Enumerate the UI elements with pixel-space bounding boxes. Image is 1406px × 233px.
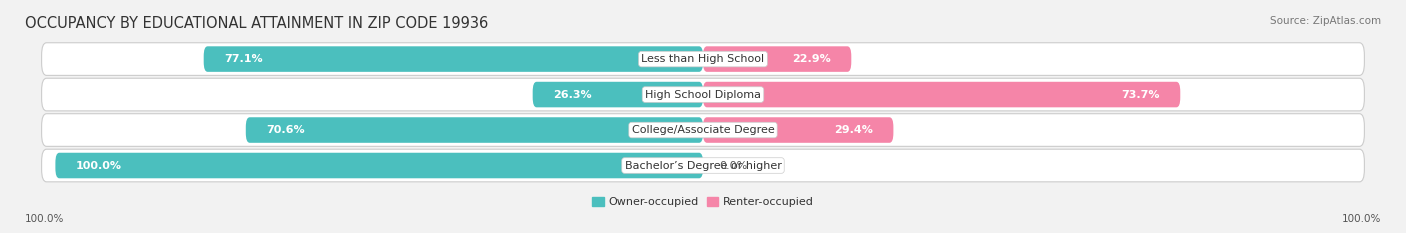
- FancyBboxPatch shape: [204, 46, 703, 72]
- Text: Bachelor’s Degree or higher: Bachelor’s Degree or higher: [624, 161, 782, 171]
- Text: 22.9%: 22.9%: [792, 54, 831, 64]
- Text: High School Diploma: High School Diploma: [645, 89, 761, 99]
- Text: 26.3%: 26.3%: [554, 89, 592, 99]
- FancyBboxPatch shape: [703, 82, 1180, 107]
- Text: Source: ZipAtlas.com: Source: ZipAtlas.com: [1270, 16, 1381, 26]
- FancyBboxPatch shape: [42, 114, 1364, 146]
- Text: OCCUPANCY BY EDUCATIONAL ATTAINMENT IN ZIP CODE 19936: OCCUPANCY BY EDUCATIONAL ATTAINMENT IN Z…: [25, 16, 488, 31]
- Legend: Owner-occupied, Renter-occupied: Owner-occupied, Renter-occupied: [592, 197, 814, 207]
- Text: 100.0%: 100.0%: [76, 161, 122, 171]
- FancyBboxPatch shape: [703, 117, 893, 143]
- Text: Less than High School: Less than High School: [641, 54, 765, 64]
- FancyBboxPatch shape: [533, 82, 703, 107]
- Text: 29.4%: 29.4%: [834, 125, 873, 135]
- FancyBboxPatch shape: [703, 46, 851, 72]
- Text: 70.6%: 70.6%: [267, 125, 305, 135]
- FancyBboxPatch shape: [42, 78, 1364, 111]
- FancyBboxPatch shape: [55, 153, 703, 178]
- FancyBboxPatch shape: [246, 117, 703, 143]
- Text: 0.0%: 0.0%: [720, 161, 748, 171]
- Text: 73.7%: 73.7%: [1121, 89, 1160, 99]
- Text: 100.0%: 100.0%: [25, 214, 65, 224]
- FancyBboxPatch shape: [42, 149, 1364, 182]
- Text: 100.0%: 100.0%: [1341, 214, 1381, 224]
- Text: College/Associate Degree: College/Associate Degree: [631, 125, 775, 135]
- Text: 77.1%: 77.1%: [225, 54, 263, 64]
- FancyBboxPatch shape: [42, 43, 1364, 75]
